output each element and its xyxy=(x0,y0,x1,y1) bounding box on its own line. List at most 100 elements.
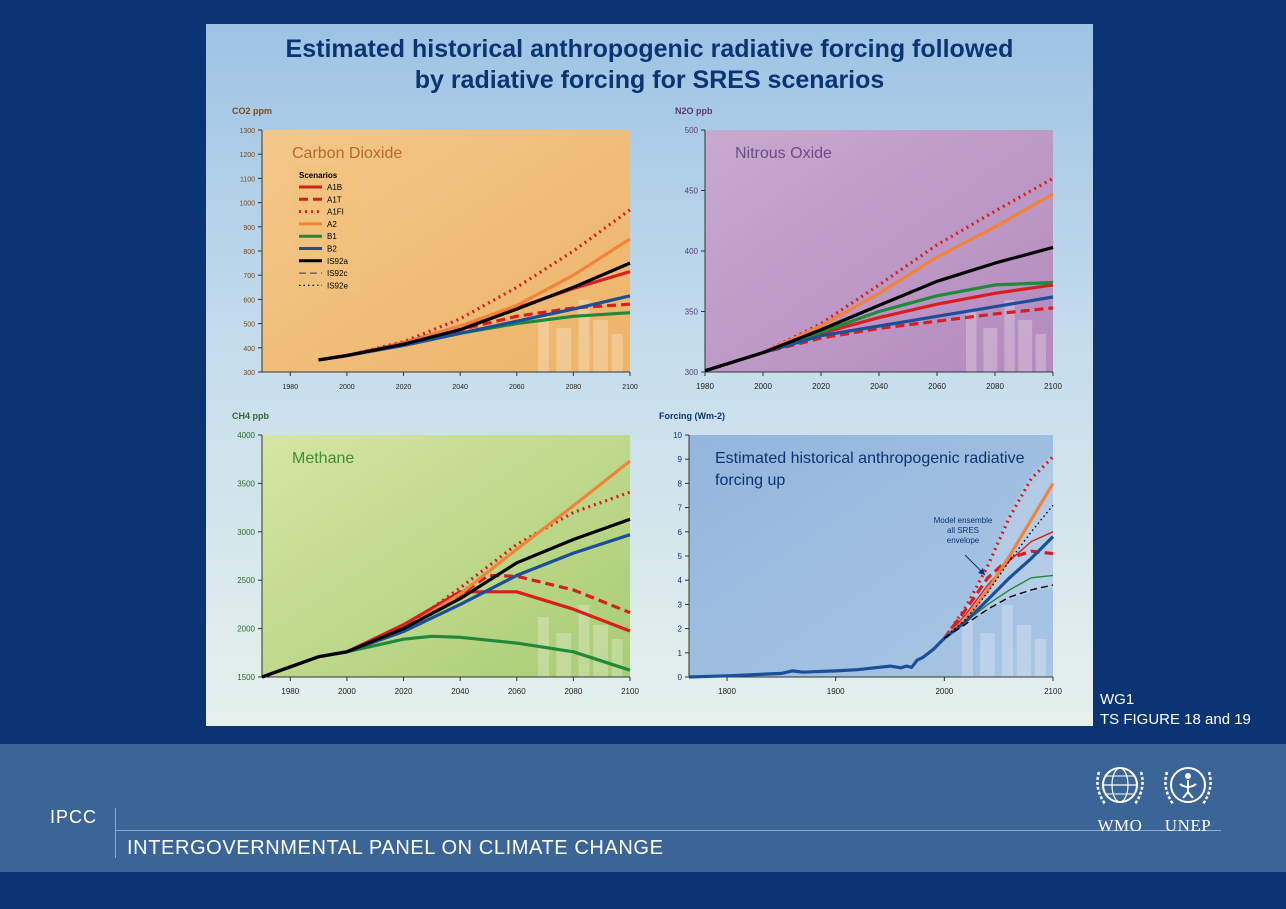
co2-chart: 1980 2000 2020 2040 2060 2080 2100 300 400 500 600… xyxy=(232,106,638,391)
x-tick-label: 2100 xyxy=(1044,382,1062,391)
y-tick-label: 500 xyxy=(243,322,255,329)
legend-label: IS92e xyxy=(327,281,348,290)
wmo-logo: WMO xyxy=(1090,758,1150,836)
unep-emblem-icon xyxy=(1164,767,1212,805)
x-tick-label: 2040 xyxy=(451,687,469,696)
x-tick-label: 2020 xyxy=(395,687,413,696)
y-tick-label: 450 xyxy=(685,187,699,196)
y-tick-label: 4 xyxy=(678,576,683,585)
legend-label: B1 xyxy=(327,232,337,241)
page-title: Estimated historical anthropogenic radia… xyxy=(206,34,1093,96)
x-tick-label: 1980 xyxy=(696,382,714,391)
y-tick-label: 600 xyxy=(243,297,255,304)
y-tick-label: 8 xyxy=(678,479,683,488)
unep-label: UNEP xyxy=(1164,816,1212,835)
y-tick-label: 1100 xyxy=(240,176,255,183)
x-tick-label: 2080 xyxy=(566,384,582,391)
y-tick-label: 350 xyxy=(685,308,699,317)
y-tick-label: 0 xyxy=(678,673,683,682)
x-tick-label: 1980 xyxy=(281,687,299,696)
y-tick-label: 400 xyxy=(243,346,255,353)
series-line-is92a xyxy=(704,245,1054,373)
chart-title: Methane xyxy=(292,450,354,467)
x-tick-label: 2100 xyxy=(622,384,638,391)
legend-label: IS92a xyxy=(327,257,348,266)
legend-label: A1FI xyxy=(327,208,344,217)
y-tick-label: 6 xyxy=(678,528,683,537)
series-line-is92a xyxy=(318,261,631,362)
series-line-historical xyxy=(688,637,946,679)
y-tick-label: 3500 xyxy=(237,479,255,488)
y-axis-label: CO2 ppm xyxy=(232,106,272,116)
y-tick-label: 4000 xyxy=(237,431,255,440)
skyline-decoration xyxy=(966,300,1047,372)
x-tick-label: 2060 xyxy=(508,687,526,696)
skyline-decoration xyxy=(538,300,623,372)
envelope-annotation: Model ensemble all SRES envelope xyxy=(934,516,993,545)
x-tick-label: 1980 xyxy=(283,384,299,391)
wmo-label: WMO xyxy=(1097,816,1143,835)
n2o-chart: 1980 2000 2020 2040 2060 2080 2100 300 350 400 450… xyxy=(675,106,1062,391)
y-tick-label: 10 xyxy=(673,431,682,440)
plot-area xyxy=(262,435,630,677)
x-tick-label: 1800 xyxy=(718,687,736,696)
chart-title: Nitrous Oxide xyxy=(735,145,832,162)
x-tick-label: 2020 xyxy=(396,384,412,391)
y-tick-label: 9 xyxy=(678,455,683,464)
y-axis-label: N2O ppb xyxy=(675,106,713,116)
x-tick-label: 2040 xyxy=(452,384,468,391)
ipcc-abbreviation: IPCC xyxy=(50,807,98,827)
unep-logo: UNEP xyxy=(1158,758,1218,836)
forcing-chart: 1800 1900 2000 2100 0 1 2 3 4 5 6 7 8 9 10 Forcing (Wm-… xyxy=(659,411,1062,696)
y-tick-label: 1 xyxy=(678,649,683,658)
ch4-chart: 1980 2000 2020 2040 2060 2080 2100 1500 2000 2500… xyxy=(232,411,639,696)
y-axis-label: CH4 ppb xyxy=(232,411,270,421)
x-tick-label: 2060 xyxy=(928,382,946,391)
y-tick-label: 3000 xyxy=(237,528,255,537)
x-tick-label: 2060 xyxy=(509,384,525,391)
series-line-a1fi xyxy=(942,455,1055,640)
y-tick-label: 1000 xyxy=(239,201,255,208)
wg-label: WG1 xyxy=(1100,691,1135,708)
footer-band xyxy=(0,744,1286,872)
plot-area xyxy=(689,435,1053,677)
x-tick-label: 2000 xyxy=(935,687,953,696)
legend-label: B2 xyxy=(327,245,337,254)
x-tick-label: 2040 xyxy=(870,382,888,391)
x-tick-label: 2080 xyxy=(564,687,582,696)
skyline-decoration xyxy=(962,605,1046,677)
wmo-emblem-icon xyxy=(1096,767,1144,805)
x-tick-label: 2100 xyxy=(1044,687,1062,696)
y-tick-label: 1500 xyxy=(237,673,255,682)
y-tick-label: 5 xyxy=(678,552,683,561)
y-tick-label: 2000 xyxy=(237,625,255,634)
y-tick-label: 2 xyxy=(678,625,683,634)
y-tick-label: 300 xyxy=(243,370,255,377)
y-tick-label: 300 xyxy=(685,368,699,377)
x-tick-label: 2020 xyxy=(812,382,830,391)
title-line-1: Estimated historical anthropogenic radia… xyxy=(285,35,1014,63)
y-axis-label: Forcing (Wm-2) xyxy=(659,411,725,421)
series-line-b2 xyxy=(943,535,1055,640)
legend-title: Scenarios xyxy=(299,171,338,180)
legend-label: A1B xyxy=(327,183,342,192)
footer-divider-horizontal xyxy=(115,830,1221,831)
figure-number-label: TS FIGURE 18 and 19 xyxy=(1100,711,1251,728)
legend-label: A1T xyxy=(327,195,342,204)
plot-area xyxy=(705,130,1053,372)
title-line-2: by radiative forcing for SRES scenarios xyxy=(414,66,885,94)
y-tick-label: 500 xyxy=(685,126,699,135)
y-tick-label: 7 xyxy=(678,504,683,513)
x-tick-label: 2080 xyxy=(986,382,1004,391)
legend-label: IS92c xyxy=(327,269,347,278)
chart-title: Carbon Dioxide xyxy=(292,145,402,162)
y-tick-label: 900 xyxy=(243,225,255,232)
series-line-is92a xyxy=(261,517,631,679)
chart-legend: Scenarios A1B A1T A1FI A2 B1 B2 IS92a IS92c IS92e xyxy=(292,166,359,292)
chart-title: Estimated historical anthropogenic radia… xyxy=(715,450,1025,489)
y-tick-label: 700 xyxy=(243,273,255,280)
y-tick-label: 1200 xyxy=(239,152,255,159)
series-line-is92a xyxy=(943,584,1054,639)
y-tick-label: 2500 xyxy=(237,576,255,585)
x-tick-label: 1900 xyxy=(827,687,845,696)
